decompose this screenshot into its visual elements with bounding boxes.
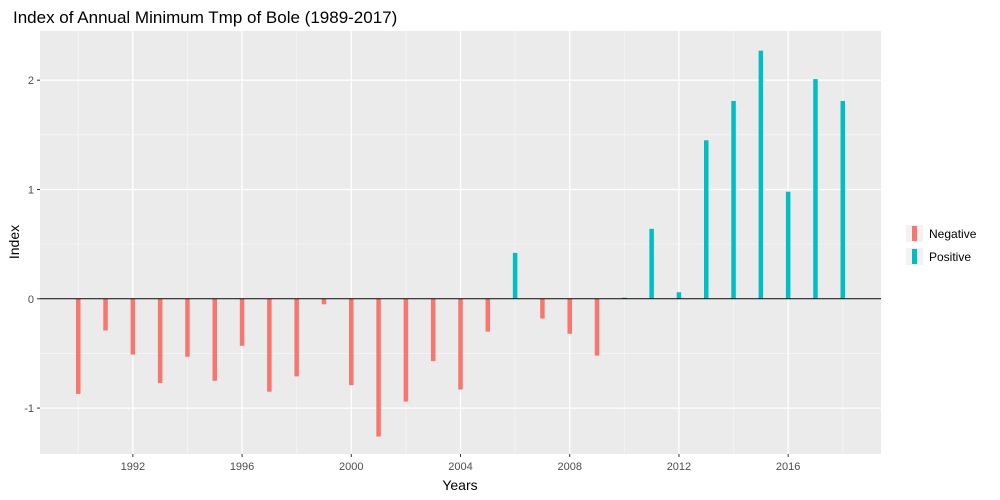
x-tick-label: 2000 — [339, 461, 363, 473]
chart-title: Index of Annual Minimum Tmp of Bole (198… — [13, 8, 397, 27]
legend-label: Positive — [929, 250, 971, 264]
bar — [622, 297, 627, 299]
y-tick-label: -1 — [24, 403, 34, 415]
legend-label: Negative — [929, 227, 977, 241]
bars — [75, 50, 846, 437]
x-axis: 1992 1996 2000 2004 2008 2012 2016 — [121, 454, 800, 473]
bar — [430, 298, 436, 362]
bar — [785, 191, 791, 299]
bar — [813, 79, 818, 299]
bar — [267, 298, 272, 392]
y-axis-title: Index — [6, 225, 22, 259]
bar — [485, 298, 491, 332]
bar — [185, 298, 190, 357]
bar — [512, 252, 518, 299]
bar — [376, 298, 381, 437]
bar — [103, 298, 108, 331]
x-tick-label: 2012 — [667, 461, 691, 473]
x-tick-label: 1996 — [230, 461, 254, 473]
bar — [758, 50, 764, 299]
bar — [212, 298, 218, 381]
bar — [594, 298, 600, 356]
x-tick-label: 2008 — [557, 461, 581, 473]
bar — [75, 298, 81, 394]
y-tick-label: 1 — [28, 184, 34, 196]
legend-swatch — [912, 226, 917, 241]
bar — [676, 292, 682, 299]
bar — [294, 298, 299, 377]
y-axis: -1 0 1 2 — [24, 75, 40, 415]
bar — [321, 298, 327, 305]
bar — [349, 298, 354, 386]
bar — [649, 228, 654, 299]
bar — [157, 298, 163, 383]
bar — [703, 140, 709, 299]
bar — [130, 298, 136, 355]
bar — [731, 100, 736, 299]
legend-swatch — [912, 249, 917, 264]
x-tick-label: 2016 — [776, 461, 800, 473]
bar — [840, 100, 846, 299]
x-tick-label: 1992 — [121, 461, 145, 473]
bar — [239, 298, 245, 346]
bar — [567, 298, 572, 334]
bar — [458, 298, 463, 390]
y-tick-label: 0 — [28, 294, 34, 306]
x-axis-title: Years — [442, 477, 477, 493]
x-tick-label: 2004 — [448, 461, 472, 473]
bar — [403, 298, 409, 402]
y-tick-label: 2 — [28, 75, 34, 87]
legend: Negative Positive — [906, 225, 977, 265]
bar — [540, 298, 545, 319]
